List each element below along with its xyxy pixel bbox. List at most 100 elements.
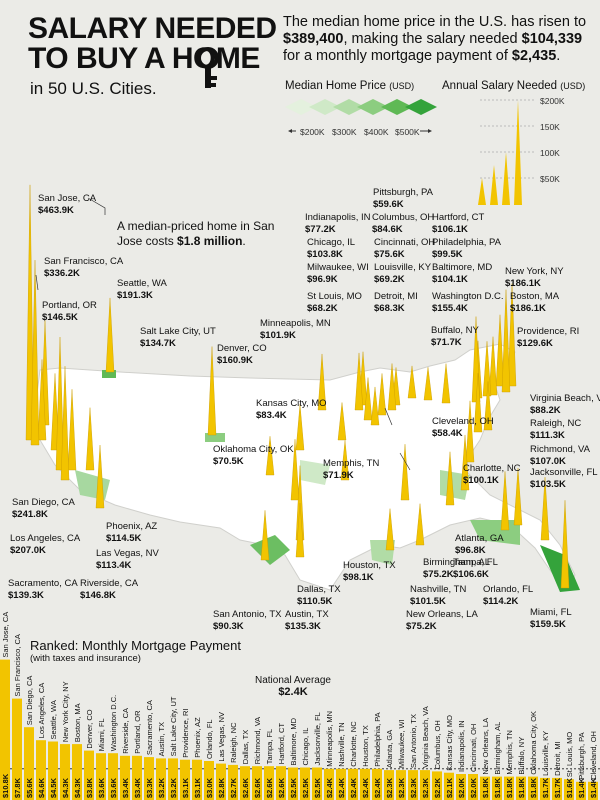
mortgage-bar	[120, 755, 130, 800]
city-salary: $69.2K	[374, 274, 405, 285]
bar-value-label: $1.8K	[481, 777, 490, 798]
city-salary: $101.5K	[410, 596, 446, 607]
subtitle: in 50 U.S. Cities.	[30, 79, 157, 98]
bar-value-label: $4.6K	[37, 777, 46, 798]
bar-category-label: Jacksonville, FL	[313, 712, 322, 765]
bar-value-label: $2.0K	[457, 777, 466, 798]
salary-spike	[37, 359, 47, 441]
bar-value-label: $3.8K	[85, 777, 94, 798]
city-salary: $113.4K	[96, 560, 132, 571]
city-name: Columbus, OH	[372, 212, 435, 223]
city-name: Houston, TX	[343, 560, 396, 571]
city-label: Chicago, IL $103.8K	[307, 237, 355, 261]
mortgage-bar	[132, 755, 142, 800]
note-value: $1.8 million	[177, 234, 243, 248]
mortgage-bar	[12, 698, 22, 800]
city-name: San Antonio, TX	[213, 609, 282, 620]
bar-value-label: $2.4K	[337, 777, 346, 798]
salary-spike	[473, 373, 483, 433]
mortgage-bar	[60, 744, 70, 800]
city-salary: $336.2K	[44, 268, 80, 279]
legend-price-diamonds	[285, 99, 437, 133]
bar-category-label: Phoenix, AZ	[193, 717, 202, 758]
city-label: Sacramento, CA $139.3K	[8, 578, 78, 602]
intro-part-1: The median home price in the U.S. has ri…	[283, 14, 587, 30]
bar-category-label: Sacramento, CA	[145, 700, 154, 755]
city-name: Salt Lake City, UT	[140, 326, 216, 337]
city-name: Sacramento, CA	[8, 578, 78, 589]
bar-value-label: $2.4K	[373, 777, 382, 798]
bar-category-label: Kansas City, MO	[445, 715, 454, 771]
city-name: Riverside, CA	[80, 578, 139, 589]
bar-category-label: Charlotte, NC	[349, 721, 358, 767]
bar-category-label: St. Louis, MO	[565, 732, 574, 778]
bar-category-label: San Jose, CA	[1, 612, 10, 658]
city-label: Oklahoma City, OK $70.5K	[213, 444, 294, 468]
mortgage-bar	[468, 774, 478, 800]
city-name: Minneapolis, MN	[260, 318, 331, 329]
city-salary: $129.6K	[517, 338, 553, 349]
city-name: Philadelphia, PA	[432, 237, 502, 248]
city-name: Atlanta, GA	[455, 533, 504, 544]
bar-category-label: Detroit, MI	[553, 741, 562, 776]
mortgage-bar	[156, 758, 166, 800]
city-salary: $186.1K	[510, 303, 546, 314]
city-label: Seattle, WA $191.3K	[117, 278, 167, 302]
bar-value-label: $1.4K	[577, 777, 586, 798]
city-name: Austin, TX	[285, 609, 329, 620]
bar-value-label: $2.4K	[325, 777, 334, 798]
mortgage-bar	[96, 753, 106, 800]
city-salary: $71.7K	[431, 337, 462, 348]
bar-category-label: Milwaukee, WI	[397, 719, 406, 768]
city-label: Milwaukee, WI $96.9K	[307, 262, 369, 286]
bar-category-label: Chicago, IL	[301, 728, 310, 766]
salary-spike	[290, 439, 300, 501]
city-salary: $146.5K	[42, 312, 78, 323]
bar-category-label: Hartford, CT	[277, 723, 286, 765]
national-average-value: $2.4K	[278, 686, 308, 698]
city-name: Phoenix, AZ	[106, 521, 158, 532]
note-end: .	[242, 234, 246, 248]
bar-value-label: $7.8K	[13, 777, 22, 798]
salary-spike	[207, 346, 217, 436]
city-name: Orlando, FL	[483, 584, 534, 595]
city-label: Boston, MA $186.1K	[510, 291, 559, 315]
bar-value-label: $3.3K	[145, 777, 154, 798]
legend-salary-spikes	[478, 99, 536, 205]
mortgage-bar	[396, 770, 406, 800]
city-label: Miami, FL $159.5K	[530, 607, 572, 631]
intro-payment: $2,435	[511, 48, 557, 64]
city-salary: $191.3K	[117, 290, 153, 301]
city-label: Memphis, TN $71.9K	[323, 458, 379, 482]
bar-category-label: Cincinnati, OH	[469, 724, 478, 772]
bar-category-label: Washington D.C.	[109, 695, 118, 751]
city-name: Boston, MA	[510, 291, 560, 302]
city-salary: $98.1K	[343, 572, 374, 583]
city-salary: $90.3K	[213, 621, 244, 632]
city-salary: $100.1K	[463, 475, 499, 486]
bar-category-label: New York City, NY	[61, 681, 70, 742]
bar-value-label: $3.0K	[205, 777, 214, 798]
city-name: Indianapolis, IN	[305, 212, 371, 223]
bar-value-label: $3.4K	[133, 777, 142, 798]
city-label: Houston, TX $98.1K	[343, 560, 396, 584]
city-label: Indianapolis, IN $77.2K	[305, 212, 370, 236]
salary-spike	[501, 289, 511, 393]
city-name: Buffalo, NY	[431, 325, 479, 336]
bar-value-label: $1.6K	[565, 777, 574, 798]
bar-value-label: $2.5K	[313, 777, 322, 798]
city-label: Riverside, CA $146.8K	[80, 578, 138, 602]
salary-spike	[60, 366, 70, 481]
intro-price: $389,400	[283, 31, 344, 47]
bar-category-label: Oklahoma City, OK	[529, 711, 538, 775]
city-label: Charlotte, NC $100.1K	[463, 463, 521, 487]
bar-value-label: $2.3K	[385, 777, 394, 798]
salary-spike	[265, 436, 275, 476]
city-salary: $70.5K	[213, 456, 244, 467]
mortgage-bar	[0, 659, 10, 800]
city-name: Portland, OR	[42, 300, 97, 311]
city-name: Providence, RI	[517, 326, 580, 337]
city-label: Louisville, KY $69.2K	[374, 262, 431, 286]
city-salary: $186.1K	[505, 278, 541, 289]
city-label: Nashville, TN $101.5K	[410, 584, 466, 608]
